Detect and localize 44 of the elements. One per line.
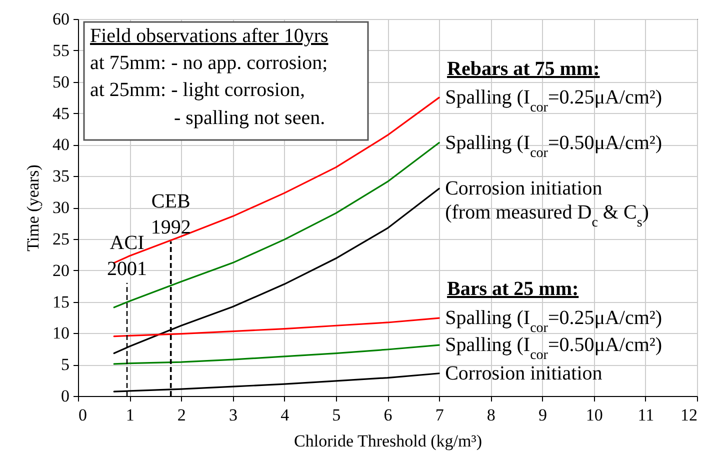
series-label: Spalling (I$_{cor}$=0.50μA/cm²)	[445, 334, 662, 363]
series-label: Corrosion initiation	[445, 362, 602, 384]
x-tick-label: 3	[229, 406, 238, 424]
y-tick-label: 0	[61, 386, 70, 406]
series-label: Spalling (I$_{cor}$=0.50μA/cm²)	[445, 132, 662, 160]
y-axis-title: Time (years)	[24, 164, 42, 252]
annotation: at 25mm: - light corrosion,	[90, 79, 305, 101]
y-tick-label: 45	[52, 104, 70, 123]
y-tick-label: 10	[52, 324, 70, 343]
y-tick-label: 50	[52, 72, 70, 92]
ref-line-label: CEB 1992	[150, 190, 191, 238]
y-tick-label: 60	[52, 10, 70, 28]
x-tick-label: 8	[486, 406, 496, 424]
annotation: Field observations after 10yrs	[90, 25, 328, 47]
y-tick-label: 35	[52, 166, 70, 186]
y-tick-label: 40	[52, 135, 70, 154]
annotation: at 75mm: - no app. corrosion;	[90, 52, 328, 74]
series-label: Corrosion initiation (from measured D$_{c}$ & C$_{s}$)	[445, 178, 649, 230]
y-tick-label: 5	[61, 355, 70, 374]
annotation: Bars at 25 mm:	[447, 278, 579, 300]
x-tick-label: 12	[680, 406, 698, 424]
x-tick-label: 7	[435, 406, 444, 424]
series-label: Spalling (I$_{cor}$=0.25μA/cm²)	[445, 86, 662, 116]
x-tick-label: 9	[538, 406, 547, 424]
x-tick-label: 11	[638, 406, 654, 424]
x-tick-label: 5	[332, 406, 341, 424]
x-tick-label: 10	[586, 406, 603, 424]
y-tick-label: 20	[52, 260, 70, 280]
series-label: Spalling (I$_{cor}$=0.25μA/cm²)	[445, 307, 662, 336]
annotation: Rebars at 75 mm:	[447, 58, 600, 80]
y-tick-label: 25	[52, 229, 70, 248]
y-tick-label: 15	[52, 292, 70, 312]
x-tick-label: 6	[384, 406, 392, 424]
x-axis-title: Chloride Threshold (kg/m³)	[294, 432, 482, 450]
line-series	[113, 317, 440, 338]
annotation: - spalling not seen.	[174, 107, 326, 129]
line-series	[113, 344, 440, 365]
x-tick-label: 4	[280, 406, 290, 424]
y-tick-label: 30	[52, 198, 70, 217]
y-tick-label: 55	[52, 40, 70, 60]
x-tick-label: 1	[126, 406, 134, 424]
x-tick-label: 0	[78, 406, 87, 424]
x-tick-label: 2	[177, 406, 186, 424]
ref-line-label: ACI 2001	[107, 232, 148, 280]
